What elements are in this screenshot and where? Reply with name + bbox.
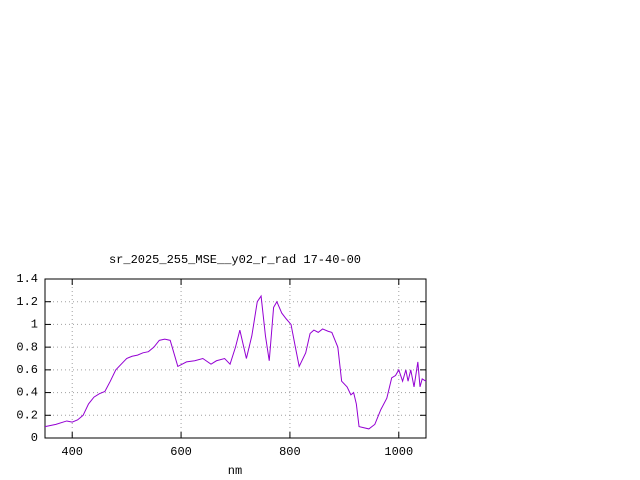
x-tick-label: 800 [279,445,301,459]
y-tick-label: 1.4 [16,272,38,286]
chart-title: sr_2025_255_MSE__y02_r_rad 17-40-00 [109,253,361,267]
x-tick-label: 1000 [384,445,413,459]
x-tick-label: 400 [61,445,83,459]
y-tick-label: 1 [31,318,38,332]
y-tick-label: 0.6 [16,363,38,377]
y-tick-label: 1.2 [16,295,38,309]
x-tick-label: 600 [170,445,192,459]
y-tick-label: 0.2 [16,408,38,422]
x-axis-label: nm [228,464,242,478]
y-tick-label: 0 [31,431,38,445]
data-line [44,294,427,430]
y-tick-label: 0.4 [16,386,38,400]
plot-border [44,278,427,439]
y-tick-label: 0.8 [16,340,38,354]
